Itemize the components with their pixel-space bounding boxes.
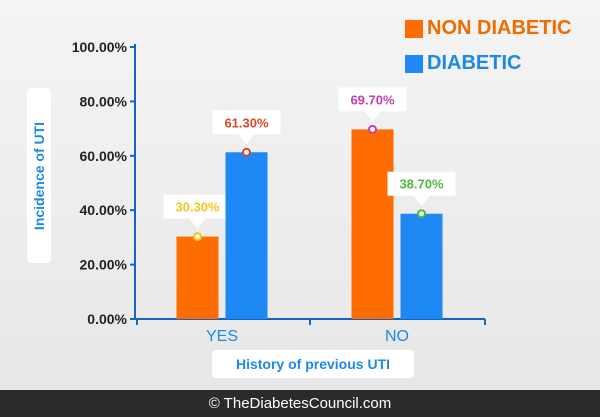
legend-swatch-icon xyxy=(405,54,423,73)
footer-credit: © TheDiabetesCouncil.com xyxy=(0,390,600,417)
x-tick-label: YES xyxy=(206,328,238,345)
data-label-box xyxy=(163,194,232,229)
y-axis-label: Incidence of UTI xyxy=(31,121,47,230)
data-label: 69.70% xyxy=(350,92,395,107)
data-label-box xyxy=(212,110,281,145)
bar-no-non-diabetic xyxy=(351,129,394,319)
legend-label: NON DIABETIC xyxy=(427,17,572,39)
y-tick-label: 40.00% xyxy=(80,202,128,218)
y-tick-label: 60.00% xyxy=(80,148,128,164)
y-tick-label: 100.00% xyxy=(72,39,128,55)
data-point-marker xyxy=(417,209,426,219)
x-tick-label: NO xyxy=(385,328,409,345)
y-tick-label: 0.00% xyxy=(87,311,127,327)
data-label-box xyxy=(338,87,407,122)
y-tick-label: 20.00% xyxy=(80,257,128,273)
legend-swatch-icon xyxy=(405,19,423,38)
bar-no-diabetic xyxy=(400,213,443,319)
data-point-marker xyxy=(242,147,251,157)
bar-chart: 0.00% 20.00% 40.00% 60.00% 80.00% 100.00% YES 3… xyxy=(72,39,486,345)
bar-yes-diabetic xyxy=(225,152,268,319)
legend-item-non-diabetic: NON DIABETIC xyxy=(405,17,571,40)
y-axis-label-box: Incidence of UTI xyxy=(27,88,51,263)
legend-item-diabetic: DIABETIC xyxy=(405,52,521,75)
data-label: 38.70% xyxy=(399,177,444,192)
x-axis-label: History of previous UTI xyxy=(212,350,414,378)
data-label: 61.30% xyxy=(224,115,269,130)
data-point-marker xyxy=(368,124,377,134)
data-label: 30.30% xyxy=(175,200,220,215)
data-point-marker xyxy=(193,232,202,242)
bar-yes-non-diabetic xyxy=(176,236,219,319)
data-label-box xyxy=(387,171,456,206)
y-tick-label: 80.00% xyxy=(80,93,128,109)
legend-label: DIABETIC xyxy=(427,52,522,74)
